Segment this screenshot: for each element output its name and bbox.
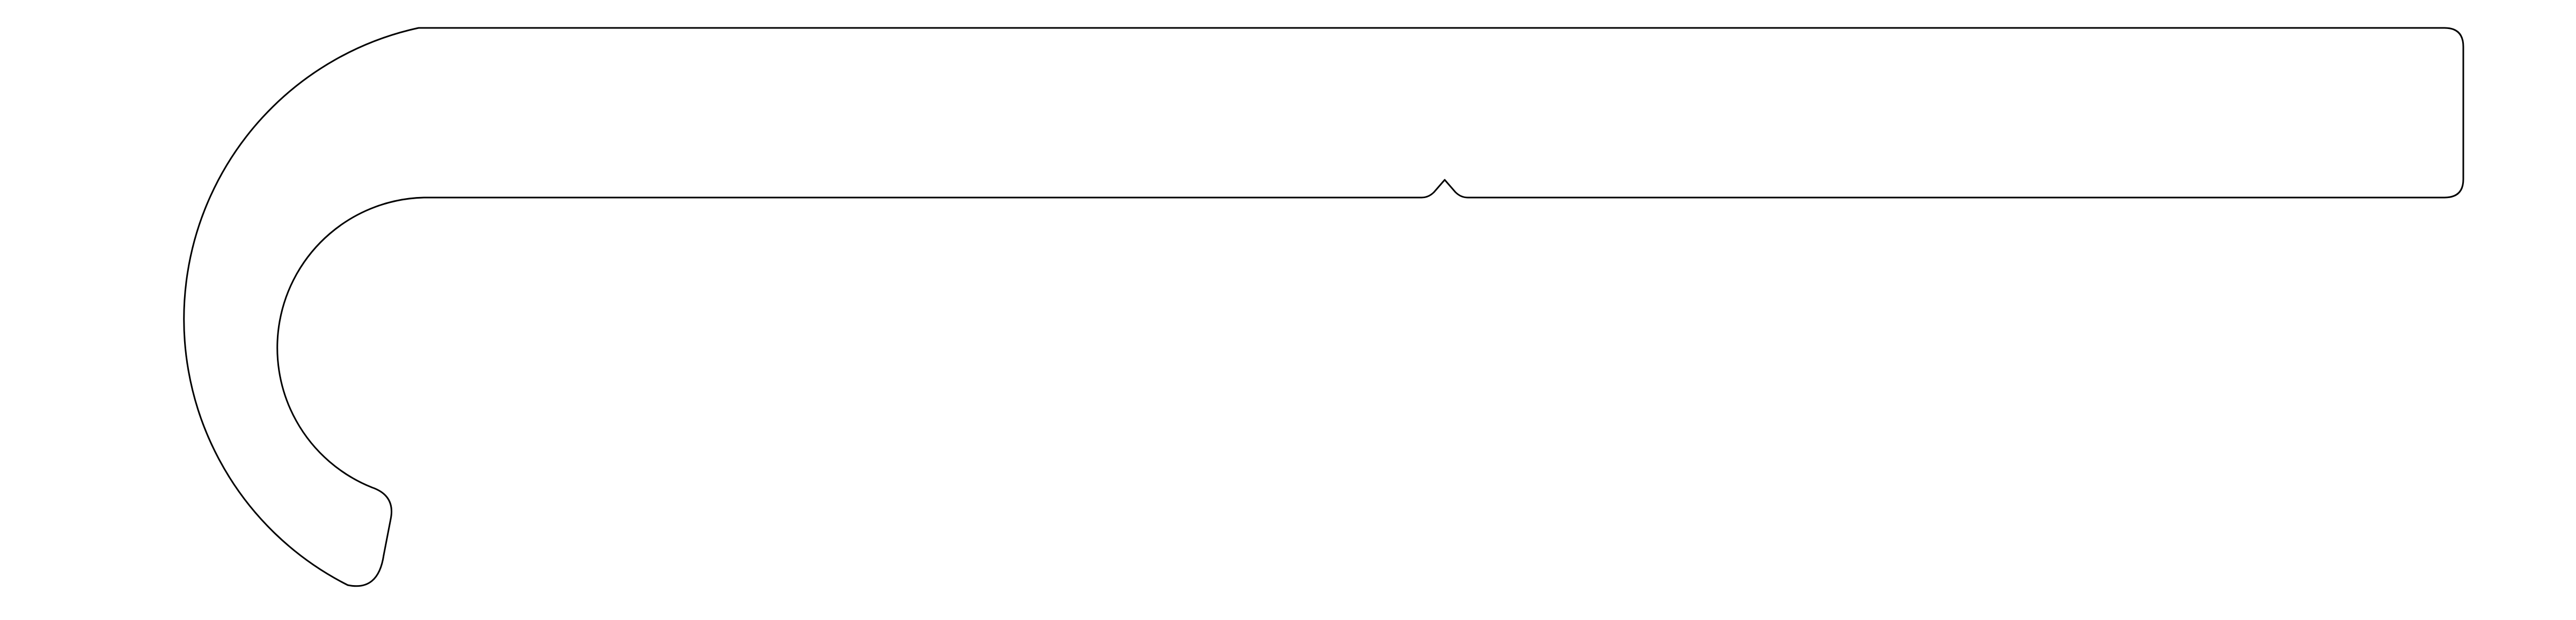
hook-bar-outline — [183, 27, 2464, 587]
